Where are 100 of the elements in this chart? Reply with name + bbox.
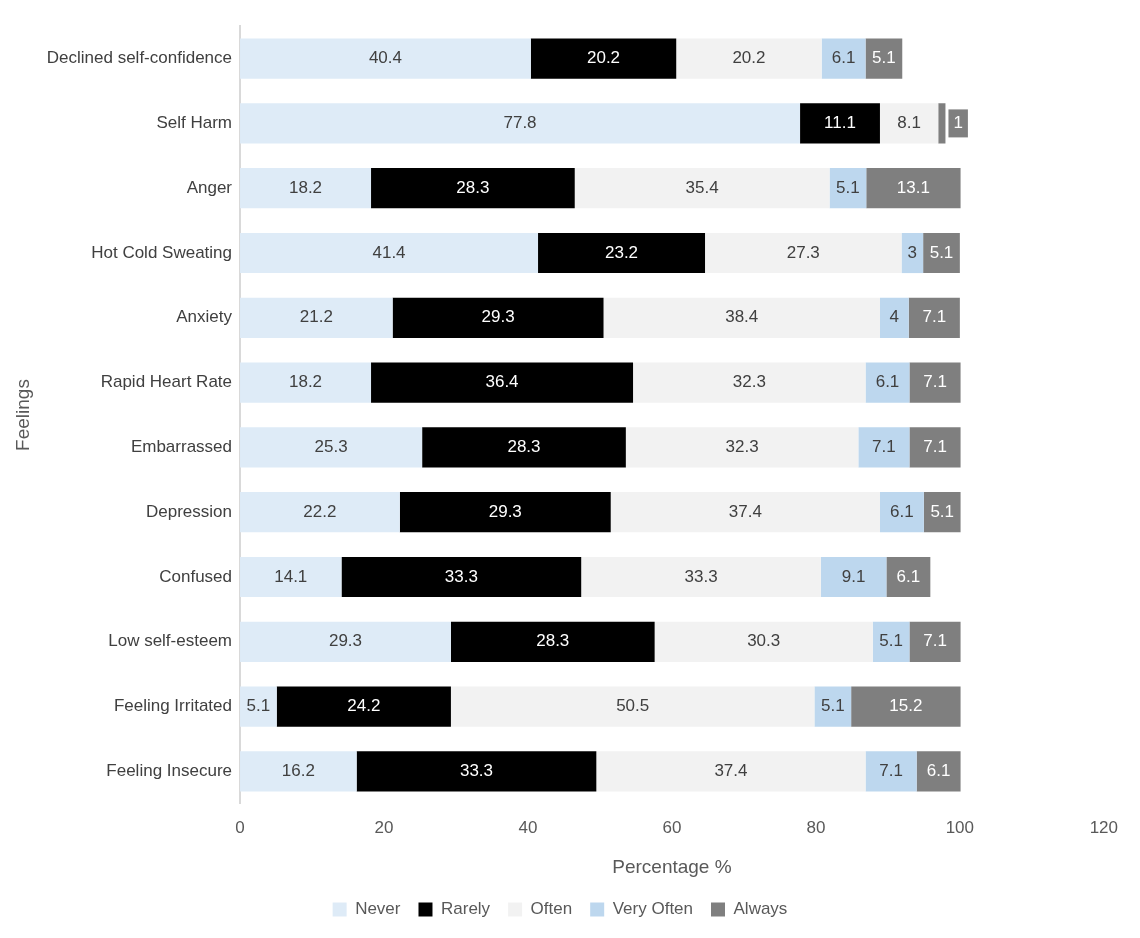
bar xyxy=(908,297,960,338)
bar xyxy=(240,492,400,533)
data-label: 37.4 xyxy=(714,761,748,781)
data-label: 28.3 xyxy=(507,437,541,457)
bar xyxy=(603,297,880,338)
data-label: 13.1 xyxy=(896,177,930,197)
data-label: 16.2 xyxy=(281,761,315,781)
data-label: 27.3 xyxy=(786,242,820,262)
bar xyxy=(240,362,372,403)
data-label: 4 xyxy=(889,307,900,327)
data-label: 6.1 xyxy=(831,48,856,68)
bar xyxy=(866,168,961,209)
data-label: 7.1 xyxy=(923,372,947,392)
x-tick-label: 20 xyxy=(374,817,394,837)
data-label: 77.8 xyxy=(503,113,537,133)
data-label: 33.3 xyxy=(444,566,478,586)
data-label: 14.1 xyxy=(274,566,308,586)
bar xyxy=(851,686,961,727)
bar xyxy=(581,556,821,598)
data-label: 18.2 xyxy=(288,372,323,392)
bar xyxy=(676,38,822,79)
data-label: 24.2 xyxy=(347,696,381,716)
data-label: 7.1 xyxy=(922,307,947,327)
y-tick-label: Anger xyxy=(186,177,233,197)
data-label: 29.3 xyxy=(328,631,363,651)
data-label: 22.2 xyxy=(303,501,337,521)
bar xyxy=(858,427,910,468)
data-label: 32.3 xyxy=(732,372,766,392)
bar xyxy=(240,751,357,792)
y-tick-label: Self Harm xyxy=(156,113,233,133)
y-tick-label: Feeling Insecure xyxy=(106,761,233,781)
bar xyxy=(240,686,277,727)
data-label: 1 xyxy=(953,113,963,133)
data-label: 20.2 xyxy=(586,48,621,68)
bar xyxy=(705,232,902,274)
data-label: 6.1 xyxy=(875,372,900,392)
bar xyxy=(923,232,960,274)
bar xyxy=(371,362,634,403)
data-label: 8.1 xyxy=(897,113,921,133)
bar xyxy=(820,556,887,598)
bar xyxy=(814,686,852,727)
data-label: 5.1 xyxy=(930,501,955,521)
data-label: 11.1 xyxy=(824,113,856,133)
data-label: 5.1 xyxy=(246,696,271,716)
bar xyxy=(240,38,531,79)
bar xyxy=(923,492,961,533)
y-tick-label: Rapid Heart Rate xyxy=(100,372,233,392)
data-label: 5.1 xyxy=(836,177,860,197)
data-label: 28.3 xyxy=(456,177,490,197)
y-tick-label: Hot Cold Sweating xyxy=(91,242,233,262)
bar xyxy=(240,556,342,598)
bar xyxy=(821,38,866,79)
y-tick-label: Depression xyxy=(146,501,233,521)
data-label: 6.1 xyxy=(890,501,914,521)
y-tick-label: Feeling Irritated xyxy=(113,696,233,716)
bar xyxy=(240,297,393,338)
bar xyxy=(886,556,931,598)
bar xyxy=(240,427,423,468)
data-label: 5.1 xyxy=(820,696,845,716)
data-label: 40.4 xyxy=(368,48,402,68)
data-label: 20.2 xyxy=(732,48,766,68)
bar xyxy=(879,297,909,338)
data-label: 41.4 xyxy=(372,242,406,262)
data-label: 5.1 xyxy=(872,48,896,68)
data-label: 36.4 xyxy=(485,372,519,392)
x-axis-title: Percentage % xyxy=(612,855,732,877)
bar xyxy=(909,621,961,662)
bar xyxy=(610,492,880,533)
data-label: 50.5 xyxy=(616,696,650,716)
bar xyxy=(240,621,451,662)
data-label: 25.3 xyxy=(314,437,348,457)
legend-label: Very Often xyxy=(612,899,694,919)
y-tick-label: Embarrassed xyxy=(130,437,233,457)
bar xyxy=(422,427,626,468)
data-label: 29.3 xyxy=(481,307,515,327)
data-label: 30.3 xyxy=(747,631,781,651)
data-label: 32.3 xyxy=(725,437,759,457)
x-tick-label: 80 xyxy=(806,817,826,837)
data-label: 37.4 xyxy=(728,501,762,521)
bar xyxy=(596,751,866,792)
bar xyxy=(356,751,597,792)
bar xyxy=(800,103,880,144)
bar xyxy=(625,427,859,468)
y-axis-title: Feelings xyxy=(11,379,33,451)
y-tick-label: Declined self-confidence xyxy=(46,48,233,68)
bar xyxy=(371,168,575,209)
bar xyxy=(240,168,372,209)
data-label: 7.1 xyxy=(923,631,947,651)
data-label: 6.1 xyxy=(896,566,921,586)
bar xyxy=(654,621,873,662)
bar xyxy=(450,686,815,727)
legend-label: Always xyxy=(733,899,788,919)
legend-label: Never xyxy=(355,899,401,919)
x-tick-label: 60 xyxy=(662,817,682,837)
bar xyxy=(574,168,830,209)
bar xyxy=(341,556,582,598)
bar xyxy=(633,362,866,403)
data-label: 29.3 xyxy=(488,501,522,521)
data-label: 35.4 xyxy=(685,177,719,197)
data-label: 23.2 xyxy=(604,242,639,262)
